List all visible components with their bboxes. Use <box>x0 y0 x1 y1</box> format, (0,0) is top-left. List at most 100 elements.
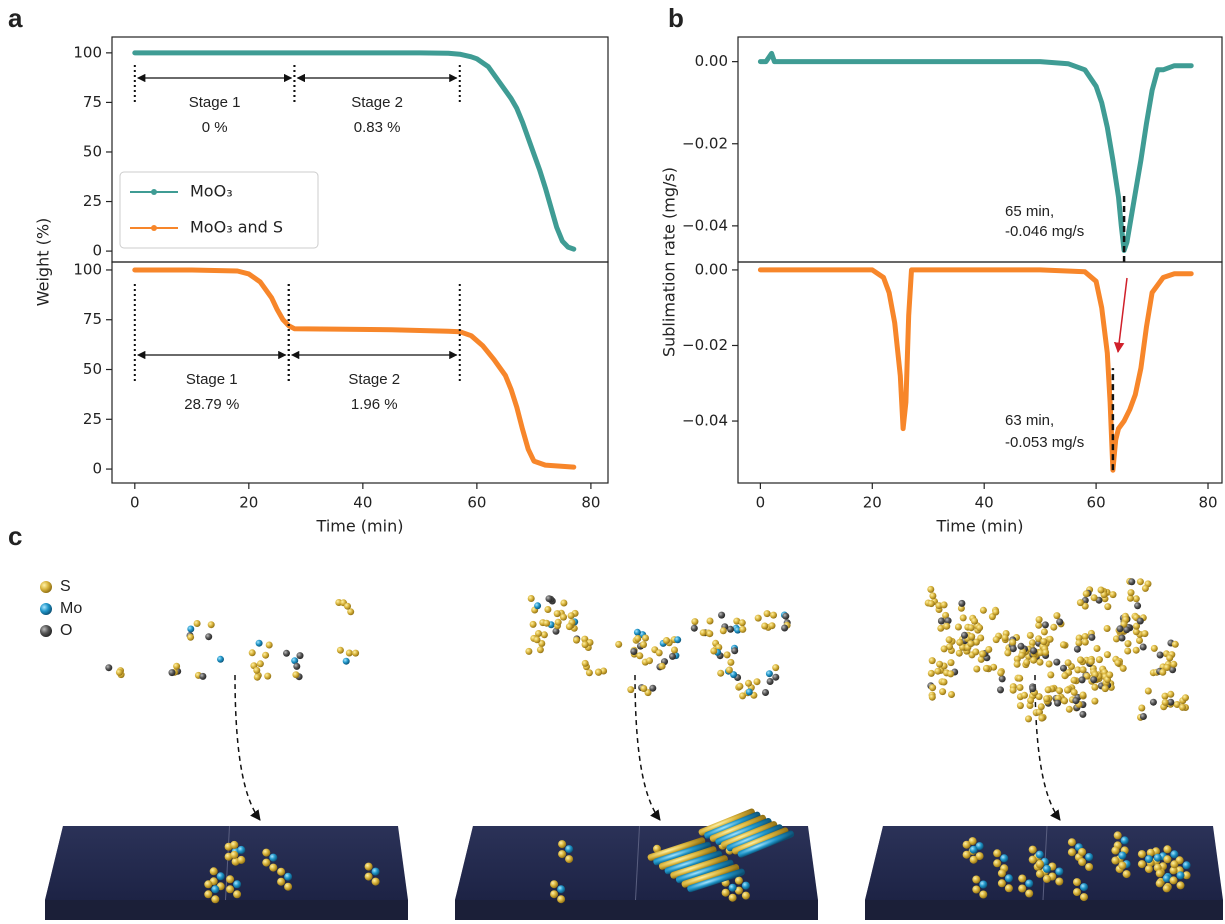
atom <box>1127 589 1135 597</box>
atom <box>550 880 559 889</box>
y-tick-label: 25 <box>83 192 102 210</box>
atom <box>199 672 207 680</box>
atom <box>1001 634 1009 642</box>
atom <box>1170 850 1179 859</box>
atom <box>640 641 647 649</box>
atom <box>1070 688 1078 696</box>
atom <box>979 606 987 614</box>
atom <box>253 666 261 674</box>
atom <box>976 624 984 632</box>
atom <box>669 652 676 660</box>
atom <box>1104 603 1112 611</box>
atom <box>1047 671 1055 679</box>
y-tick-label: 25 <box>83 410 102 428</box>
peak-label: -0.046 mg/s <box>1005 223 1084 240</box>
atom <box>1073 645 1081 653</box>
atom <box>554 618 562 626</box>
atom <box>1176 871 1185 880</box>
stage-label: Stage 1 <box>186 371 238 388</box>
y-axis-label: Weight (%) <box>34 218 53 307</box>
atom <box>529 620 537 628</box>
atom <box>1112 635 1120 643</box>
atom <box>939 688 947 696</box>
atom <box>262 651 270 659</box>
atom <box>741 881 750 890</box>
atom <box>1064 686 1071 694</box>
atom <box>226 875 235 884</box>
atom <box>1103 651 1111 659</box>
atom <box>1021 691 1028 699</box>
atom <box>1163 845 1172 854</box>
atom <box>615 640 623 648</box>
atom <box>237 855 246 864</box>
atom <box>1136 617 1144 625</box>
atom <box>1161 698 1169 706</box>
atom <box>1070 676 1078 684</box>
peak-label: 63 min, <box>1005 412 1054 429</box>
atom <box>754 614 762 622</box>
atom <box>940 601 948 609</box>
atom <box>1026 631 1034 639</box>
panel-label: b <box>668 3 684 33</box>
x-axis-label: Time (min) <box>936 517 1024 536</box>
atom <box>956 638 964 646</box>
atom <box>927 669 935 677</box>
atom <box>565 855 574 864</box>
flux-arrow <box>234 674 261 821</box>
atom <box>1077 656 1084 664</box>
atom <box>262 858 271 867</box>
atom <box>336 646 344 654</box>
atom <box>942 611 950 619</box>
atom <box>371 877 380 886</box>
atom <box>558 850 567 859</box>
y-tick-label: 100 <box>73 43 102 61</box>
substrate-front <box>865 900 1223 920</box>
atom <box>1025 879 1034 888</box>
atom <box>745 688 753 696</box>
atom <box>1042 874 1051 883</box>
axes-frame <box>737 36 1223 263</box>
atom <box>1018 884 1027 893</box>
atom <box>927 600 935 608</box>
atom <box>1161 692 1169 700</box>
atom <box>961 631 968 639</box>
atom <box>1163 664 1171 671</box>
stage-value: 1.96 % <box>351 396 398 413</box>
atom <box>1087 658 1095 666</box>
atom <box>768 622 776 630</box>
ribbon <box>670 855 728 879</box>
legend-label: O <box>60 622 72 639</box>
atom <box>1061 672 1069 680</box>
atom <box>1000 854 1009 863</box>
y-tick-label: −0.04 <box>682 412 728 430</box>
x-tick-label: 80 <box>581 494 600 512</box>
atom <box>1053 612 1061 620</box>
atom <box>1056 687 1063 695</box>
atom <box>527 595 535 602</box>
atom <box>1169 666 1177 674</box>
atom <box>1113 831 1122 840</box>
atom <box>971 617 978 625</box>
legend-marker <box>151 189 157 195</box>
atom <box>105 664 113 672</box>
atom <box>1078 848 1087 856</box>
legend-atom <box>40 603 52 615</box>
atom <box>1133 622 1140 630</box>
ribbon <box>726 824 783 852</box>
atom <box>595 668 603 676</box>
atom <box>1028 845 1037 854</box>
atom <box>1080 883 1088 892</box>
ribbon <box>687 868 745 893</box>
atom <box>1045 660 1053 668</box>
y-tick-label: 75 <box>83 93 102 111</box>
atom <box>934 667 942 675</box>
atom <box>975 842 984 851</box>
atom <box>929 684 937 692</box>
atom <box>633 628 641 636</box>
atom <box>565 623 573 631</box>
atom <box>658 662 666 670</box>
atom <box>284 882 293 891</box>
atom <box>766 678 774 685</box>
atom <box>1055 867 1064 876</box>
